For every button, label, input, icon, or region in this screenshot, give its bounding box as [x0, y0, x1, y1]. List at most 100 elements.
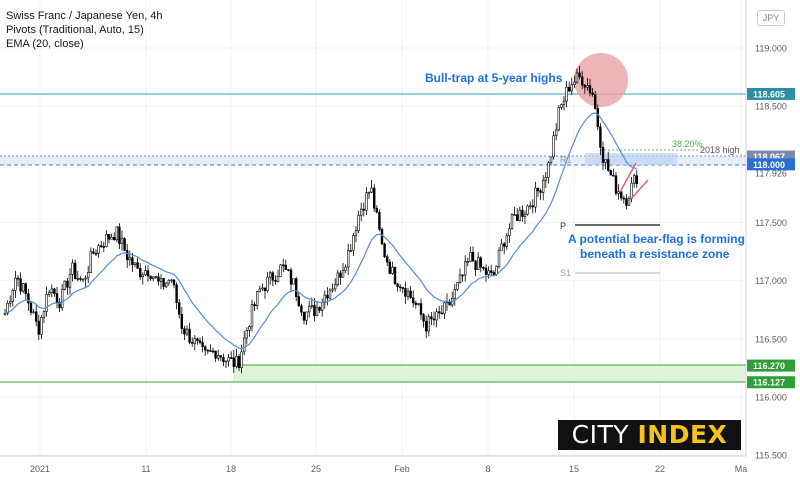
- candle-body: [66, 280, 69, 288]
- candle-body: [107, 234, 111, 240]
- x-tick-label: Feb: [394, 464, 410, 474]
- candle-body: [344, 266, 347, 271]
- candle-body: [133, 262, 137, 266]
- candle-body: [141, 274, 144, 278]
- candle-body: [289, 269, 293, 285]
- candle-body: [391, 266, 394, 274]
- y-tick-label: 117.500: [755, 218, 787, 228]
- x-tick-label: 15: [569, 464, 579, 474]
- candle-body: [29, 302, 33, 313]
- candle-body: [297, 296, 300, 307]
- candle-body: [409, 290, 412, 299]
- candle-body: [115, 226, 119, 241]
- candle-body: [372, 187, 376, 209]
- candle-body: [284, 264, 287, 270]
- price-label-box: [747, 376, 795, 389]
- price-axis[interactable]: [746, 0, 800, 487]
- candle-body: [281, 264, 285, 267]
- candle-body: [622, 197, 626, 200]
- candle-body: [510, 214, 514, 230]
- candle-body: [320, 302, 324, 311]
- candle-body: [206, 349, 209, 352]
- candle-body: [268, 272, 272, 278]
- candle-body: [53, 288, 56, 294]
- x-tick-label: 22: [655, 464, 665, 474]
- candle-body: [401, 287, 404, 289]
- candle-body: [32, 311, 35, 314]
- fib-label: 38.20%: [672, 139, 703, 149]
- candle-body: [378, 211, 381, 230]
- candle-body: [16, 277, 20, 280]
- plot-area[interactable]: [0, 0, 746, 456]
- candle-body: [443, 302, 446, 315]
- candle-body: [492, 272, 495, 275]
- candle-body: [495, 266, 498, 275]
- candle-body: [271, 272, 274, 281]
- candle-body: [476, 257, 480, 270]
- candle-body: [232, 357, 235, 367]
- candle-body: [596, 108, 600, 128]
- candle-body: [89, 251, 93, 273]
- candle-body: [263, 287, 267, 292]
- candle-body: [123, 238, 126, 251]
- brand-part-2: INDEX: [637, 420, 728, 449]
- candle-body: [586, 85, 589, 88]
- candle-body: [328, 289, 332, 299]
- candle-body: [339, 272, 342, 278]
- candle-body: [261, 287, 264, 290]
- candle-body: [471, 252, 475, 262]
- candle-body: [79, 277, 82, 280]
- candle-body: [300, 305, 303, 313]
- candle-body: [463, 261, 467, 276]
- ema-indicator-label[interactable]: EMA (20, close): [6, 38, 84, 50]
- candle-body: [411, 297, 415, 304]
- candle-body: [50, 288, 54, 293]
- candle-body: [474, 260, 477, 270]
- candle-body: [188, 328, 191, 343]
- candle-body: [154, 276, 157, 278]
- candle-body: [302, 311, 306, 321]
- candle-body: [144, 270, 147, 276]
- candle-body: [100, 245, 103, 247]
- candle-body: [458, 274, 462, 283]
- candle-body: [331, 288, 334, 291]
- candle-body: [128, 257, 131, 261]
- candle-body: [40, 317, 43, 335]
- candle-body: [152, 276, 155, 280]
- candle-body: [34, 311, 38, 322]
- x-tick-label: Ma: [735, 464, 748, 474]
- candle-body: [513, 214, 516, 216]
- time-axis[interactable]: [0, 456, 746, 487]
- candle-body: [528, 205, 532, 208]
- y-tick-label: 119.000: [755, 44, 787, 54]
- price-label-text: 116.127: [753, 378, 785, 388]
- candle-body: [81, 278, 85, 281]
- pivots-indicator-label[interactable]: Pivots (Traditional, Auto, 15): [6, 24, 144, 36]
- city-index-logo: CITY INDEX: [558, 420, 741, 450]
- candle-body: [505, 235, 508, 247]
- x-tick-label: 25: [311, 464, 321, 474]
- price-label-box: [747, 87, 795, 100]
- candle-body: [193, 338, 196, 344]
- pivot-s1-label: S1: [560, 268, 571, 278]
- candle-body: [9, 301, 12, 304]
- candle-body: [430, 316, 433, 320]
- y-tick-label: 116.500: [755, 334, 787, 344]
- candle-body: [58, 301, 61, 309]
- candle-body: [37, 320, 41, 335]
- candle-body: [126, 250, 129, 261]
- chart-legend: Swiss Franc / Japanese Yen, 4h Pivots (T…: [6, 9, 163, 51]
- candle-body: [562, 100, 566, 105]
- candle-body: [523, 213, 527, 217]
- candle-body: [417, 303, 420, 305]
- candle-body: [456, 282, 459, 290]
- currency-badge[interactable]: JPY: [757, 10, 785, 26]
- symbol-title[interactable]: Swiss Franc / Japanese Yen, 4h: [6, 10, 163, 22]
- candle-body: [102, 246, 106, 248]
- candle-body: [214, 350, 217, 359]
- candle-body: [591, 92, 594, 95]
- candle-body: [180, 314, 183, 329]
- candle-body: [398, 286, 402, 289]
- candle-body: [120, 238, 124, 244]
